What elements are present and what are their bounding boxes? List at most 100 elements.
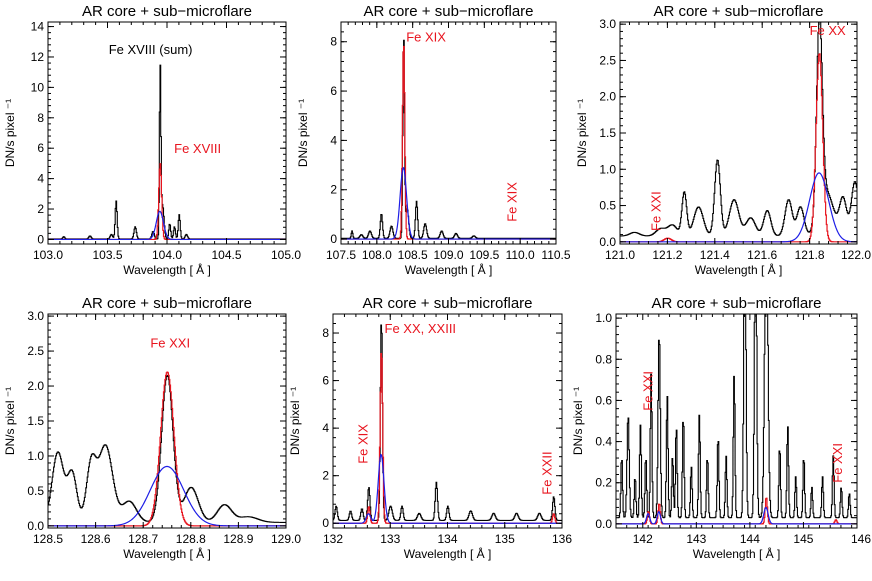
x-tick-label: 109.5 — [469, 248, 499, 262]
x-tick-label: 121.6 — [747, 248, 777, 262]
x-tick-label: 143 — [686, 532, 706, 546]
annotation-label: Fe XXII — [540, 451, 555, 494]
series-observed — [48, 64, 286, 240]
y-tick-label: 0.5 — [27, 484, 44, 498]
panel-title: AR core + sub−microflare — [362, 295, 532, 312]
x-tick-label: 109.0 — [433, 248, 463, 262]
x-tick-label: 122.0 — [841, 248, 871, 262]
y-tick-label: 0 — [37, 232, 44, 246]
series-observed — [616, 314, 857, 519]
plot-frame — [340, 21, 557, 245]
x-tick-label: 129.0 — [271, 532, 301, 546]
y-tick-label: 6 — [37, 141, 44, 155]
y-axis-label: DN/s pixel ⁻¹ — [571, 387, 585, 455]
series-observed — [620, 22, 857, 237]
y-tick-label: 3.0 — [599, 17, 616, 31]
y-tick-label: 2.5 — [599, 53, 616, 67]
y-tick-label: 0 — [330, 232, 337, 246]
y-tick-label: 14 — [31, 20, 45, 34]
x-tick-label: 145 — [793, 532, 813, 546]
y-tick-label: 0.5 — [599, 199, 616, 213]
x-tick-label: 128.5 — [33, 532, 63, 546]
y-tick-label: 4 — [330, 133, 337, 147]
series-fe-xix-model — [341, 45, 556, 240]
x-tick-label: 110.5 — [541, 248, 570, 262]
annotation-label: Fe XXI — [830, 443, 845, 483]
x-tick-label: 110.0 — [506, 248, 535, 262]
x-tick-label: 105.0 — [271, 248, 301, 262]
y-tick-label: 1.0 — [599, 162, 616, 176]
panel-title: AR core + sub−microflare — [651, 295, 821, 312]
data-area — [620, 22, 857, 243]
annotation-label: Fe XXI — [640, 371, 655, 411]
panel-title: AR core + sub−microflare — [82, 295, 252, 312]
y-axis-label: DN/s pixel ⁻¹ — [575, 99, 589, 167]
y-axis-label: DN/s pixel ⁻¹ — [296, 99, 310, 167]
panel-6: AR core + sub−microflare 142 143 144 145 146 0… — [571, 295, 871, 561]
y-tick-label: 6 — [322, 374, 329, 388]
panel-2: AR core + sub−microflare 107.5 108.0 108.5 1… — [296, 3, 571, 277]
y-tick-label: 1.5 — [599, 126, 616, 140]
panel-3: AR core + sub−microflare 121.0 121.2 121.4 1… — [575, 3, 871, 277]
panel-4: AR core + sub−microflare 128.5 128.6 128.7 1… — [3, 295, 301, 561]
x-axis-label: Wavelength [ Å ] — [123, 546, 211, 561]
x-tick-label: 104.0 — [152, 248, 182, 262]
annotation-label: Fe XX — [810, 23, 846, 38]
x-axis-label: Wavelength [ Å ] — [404, 546, 492, 561]
x-axis-label: Wavelength [ Å ] — [693, 546, 781, 561]
y-tick-label: 0.2 — [595, 476, 612, 490]
y-tick-label: 0.6 — [595, 393, 612, 407]
series-fit — [341, 166, 556, 240]
x-tick-label: 135 — [495, 532, 515, 546]
annotation-label: Fe XX, XXIII — [385, 321, 457, 336]
y-tick-label: 2.0 — [599, 90, 616, 104]
y-tick-label: 1.5 — [27, 414, 44, 428]
y-tick-label: 0.0 — [599, 235, 616, 249]
x-tick-label: 121.8 — [795, 248, 825, 262]
data-area — [341, 39, 556, 240]
y-tick-label: 4 — [37, 172, 44, 186]
x-axis-label: Wavelength [ Å ] — [405, 262, 493, 277]
y-axis-label: DN/s pixel ⁻¹ — [288, 387, 302, 455]
annotation-label: Fe XXI — [648, 191, 663, 231]
panel-title: AR core + sub−microflare — [82, 3, 252, 20]
annotation-label: Fe XIX — [406, 30, 446, 45]
x-tick-label: 103.5 — [92, 248, 122, 262]
x-tick-label: 108.5 — [398, 248, 428, 262]
x-tick-label: 128.9 — [223, 532, 253, 546]
series-observed — [341, 39, 556, 239]
y-tick-label: 0.0 — [27, 519, 44, 533]
y-tick-label: 0.8 — [595, 352, 612, 366]
panel-title: AR core + sub−microflare — [363, 3, 533, 20]
y-tick-label: 1.0 — [595, 311, 612, 325]
y-tick-label: 2 — [330, 183, 337, 197]
x-axis-label: Wavelength [ Å ] — [695, 262, 783, 277]
annotation-label: Fe XVIII — [174, 141, 221, 156]
panel-1: AR core + sub−microflare 103.0 103.5 104.0 1… — [3, 3, 301, 277]
y-tick-label: 8 — [322, 326, 329, 340]
y-tick-label: 0.4 — [595, 435, 612, 449]
y-tick-label: 12 — [31, 50, 45, 64]
series-fit — [620, 172, 857, 243]
data-area — [48, 371, 286, 527]
data-area — [48, 64, 286, 241]
x-tick-label: 104.5 — [211, 248, 241, 262]
y-tick-label: 10 — [31, 80, 45, 94]
annotation-label: Fe XIX — [355, 424, 370, 464]
x-tick-label: 128.7 — [128, 532, 158, 546]
y-tick-label: 8 — [330, 35, 337, 49]
x-tick-label: 146 — [851, 532, 871, 546]
y-axis-label: DN/s pixel ⁻¹ — [3, 99, 17, 167]
y-tick-label: 2 — [37, 202, 44, 216]
x-axis-label: Wavelength [ Å ] — [123, 262, 211, 277]
y-tick-label: 2.5 — [27, 344, 44, 358]
x-tick-label: 132 — [323, 532, 343, 546]
y-tick-label: 0.0 — [595, 517, 612, 531]
y-tick-label: 6 — [330, 84, 337, 98]
annotation-label: Fe XVIII (sum) — [109, 42, 193, 57]
y-tick-label: 3.0 — [27, 309, 44, 323]
series-fit — [616, 506, 857, 525]
x-tick-label: 121.4 — [700, 248, 730, 262]
y-tick-label: 1.0 — [27, 449, 44, 463]
x-tick-label: 133 — [380, 532, 400, 546]
